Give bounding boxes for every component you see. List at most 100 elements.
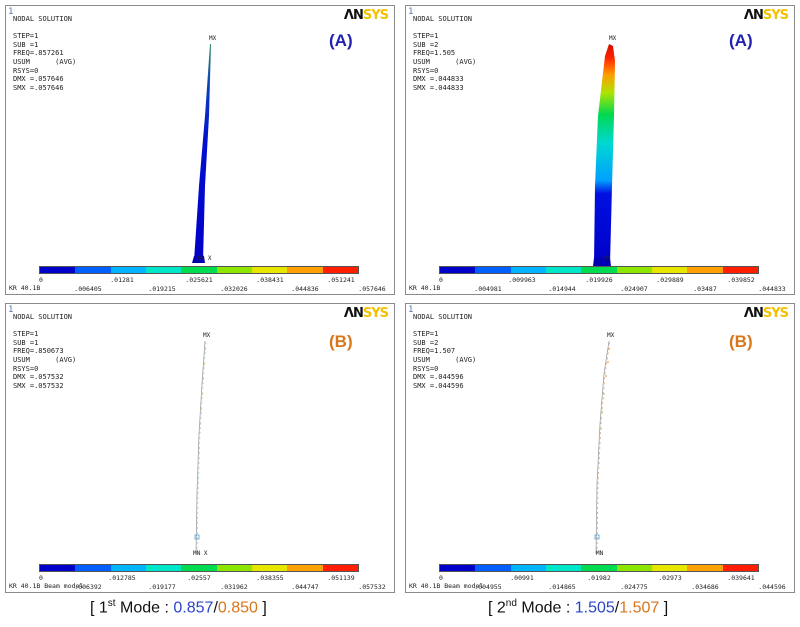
info-line: NODAL SOLUTION bbox=[413, 15, 473, 23]
mode2-solid-panel: 1 NODAL SOLUTION STEP=1 SUB =2 FREQ=1.50… bbox=[405, 5, 795, 295]
legend-label: .044833 bbox=[758, 285, 786, 293]
legend-swatch bbox=[287, 267, 323, 273]
info-line: NODAL SOLUTION bbox=[13, 313, 73, 321]
info-line: SUB =2 bbox=[413, 40, 439, 49]
max-marker: MX bbox=[609, 35, 617, 42]
model-tag: (A) bbox=[329, 31, 353, 50]
legend-label: .024907 bbox=[620, 285, 648, 293]
legend-swatch bbox=[75, 565, 111, 571]
legend-label: .01281 bbox=[110, 276, 134, 284]
legend-label: .038431 bbox=[256, 276, 284, 284]
legend-swatch bbox=[181, 267, 217, 273]
info-line: FREQ=.850673 bbox=[13, 347, 64, 356]
legend-label: .034686 bbox=[691, 583, 719, 591]
legend-swatch bbox=[216, 565, 252, 571]
legend-label: .004955 bbox=[474, 583, 502, 591]
legend-swatch bbox=[722, 565, 758, 571]
legend-swatch bbox=[722, 267, 758, 273]
solid-tower-deformed-shape bbox=[192, 44, 211, 263]
contour-legend bbox=[439, 266, 759, 274]
contour-legend bbox=[439, 564, 759, 572]
info-line: DMX =.057646 bbox=[13, 75, 64, 84]
legend-swatch bbox=[251, 565, 288, 571]
model-tag: (B) bbox=[329, 332, 353, 351]
window-number: 1 bbox=[8, 305, 14, 315]
legend-label: .012785 bbox=[108, 574, 136, 582]
info-line: SMX =.044833 bbox=[413, 83, 464, 92]
solution-info: NODAL SOLUTION STEP=1 SUB =1 FREQ=.85726… bbox=[13, 15, 76, 92]
min-marker: MN bbox=[596, 550, 604, 557]
info-line: RSYS=0 bbox=[413, 66, 439, 75]
legend-swatch bbox=[216, 267, 252, 273]
mode1-caption: [ 1st Mode : 0.857/0.850 ] bbox=[90, 598, 267, 617]
contour-legend bbox=[39, 564, 359, 572]
legend-label: .014865 bbox=[548, 583, 576, 591]
legend-swatch bbox=[581, 267, 617, 273]
legend-label: .00991 bbox=[510, 574, 534, 582]
legend-label: .006405 bbox=[74, 285, 102, 293]
info-line: USUM (AVG) bbox=[13, 355, 77, 364]
model-tag: (B) bbox=[729, 332, 753, 351]
info-line: STEP=1 bbox=[13, 330, 39, 339]
info-line: SUB =1 bbox=[13, 40, 39, 49]
legend-swatch bbox=[322, 565, 358, 571]
max-marker: MX bbox=[203, 332, 211, 339]
beam-frequency: 1.507 bbox=[619, 599, 660, 617]
legend-label: .044836 bbox=[291, 285, 319, 293]
contour-legend bbox=[39, 266, 359, 274]
legend-swatch bbox=[616, 267, 652, 273]
legend-swatch bbox=[510, 267, 546, 273]
info-line: NODAL SOLUTION bbox=[413, 313, 473, 321]
legend-label: .019926 bbox=[585, 276, 613, 284]
solution-info: NODAL SOLUTION STEP=1 SUB =2 FREQ=1.507 … bbox=[413, 313, 476, 390]
info-line: RSYS=0 bbox=[13, 364, 39, 373]
legend-label: .051241 bbox=[327, 276, 355, 284]
legend-swatch bbox=[251, 267, 288, 273]
legend-label: .02557 bbox=[187, 574, 211, 582]
model-footer: KR 40.1B bbox=[409, 284, 441, 292]
legend-label: .009963 bbox=[508, 276, 536, 284]
legend-label: .051139 bbox=[327, 574, 355, 582]
min-marker: MN X bbox=[197, 255, 212, 262]
legend-label: .03487 bbox=[693, 285, 717, 293]
legend-swatch bbox=[475, 565, 511, 571]
legend-label: .029889 bbox=[656, 276, 684, 284]
info-line: DMX =.044833 bbox=[413, 75, 464, 84]
info-line: FREQ=1.505 bbox=[413, 49, 456, 58]
legend-label: .004981 bbox=[474, 285, 502, 293]
legend-swatch bbox=[651, 267, 688, 273]
legend-swatch bbox=[145, 565, 182, 571]
info-line: SMX =.057532 bbox=[13, 381, 64, 390]
info-line: SUB =1 bbox=[13, 338, 39, 347]
info-line: NODAL SOLUTION bbox=[13, 15, 73, 23]
legend-swatch bbox=[75, 267, 111, 273]
legend-label: 0 bbox=[439, 276, 443, 284]
legend-swatch bbox=[687, 565, 723, 571]
mode1-solid-panel: 1 NODAL SOLUTION STEP=1 SUB =1 FREQ=.857… bbox=[5, 5, 395, 295]
max-marker: MX bbox=[607, 332, 615, 339]
info-line: RSYS=0 bbox=[413, 364, 439, 373]
mode2-caption: [ 2nd Mode : 1.505/1.507 ] bbox=[488, 598, 669, 617]
max-marker: MX bbox=[209, 35, 217, 42]
legend-label: .044596 bbox=[758, 583, 786, 591]
legend-swatch bbox=[475, 267, 511, 273]
info-line: RSYS=0 bbox=[13, 66, 39, 75]
legend-label: .025621 bbox=[185, 276, 213, 284]
solid-tower-deformed-shape bbox=[593, 44, 615, 266]
legend-swatch bbox=[545, 267, 582, 273]
legend-swatch bbox=[581, 565, 617, 571]
legend-swatch bbox=[322, 267, 358, 273]
legend-swatch bbox=[110, 267, 146, 273]
window-number: 1 bbox=[8, 7, 14, 17]
legend-swatch bbox=[40, 267, 76, 273]
ansys-logo: ΛNSYS bbox=[743, 8, 789, 23]
beam-deformed-shape bbox=[594, 340, 611, 555]
info-line: USUM (AVG) bbox=[13, 57, 77, 66]
legend-label: .024775 bbox=[620, 583, 648, 591]
legend-swatch bbox=[510, 565, 546, 571]
mode2-beam-panel: 1 NODAL SOLUTION STEP=1 SUB =2 FREQ=1.50… bbox=[405, 303, 795, 593]
model-footer: KR 40.1B Beam model bbox=[409, 582, 484, 590]
legend-label: .039641 bbox=[727, 574, 755, 582]
legend-swatch bbox=[145, 267, 182, 273]
legend-label: .057646 bbox=[358, 285, 386, 293]
